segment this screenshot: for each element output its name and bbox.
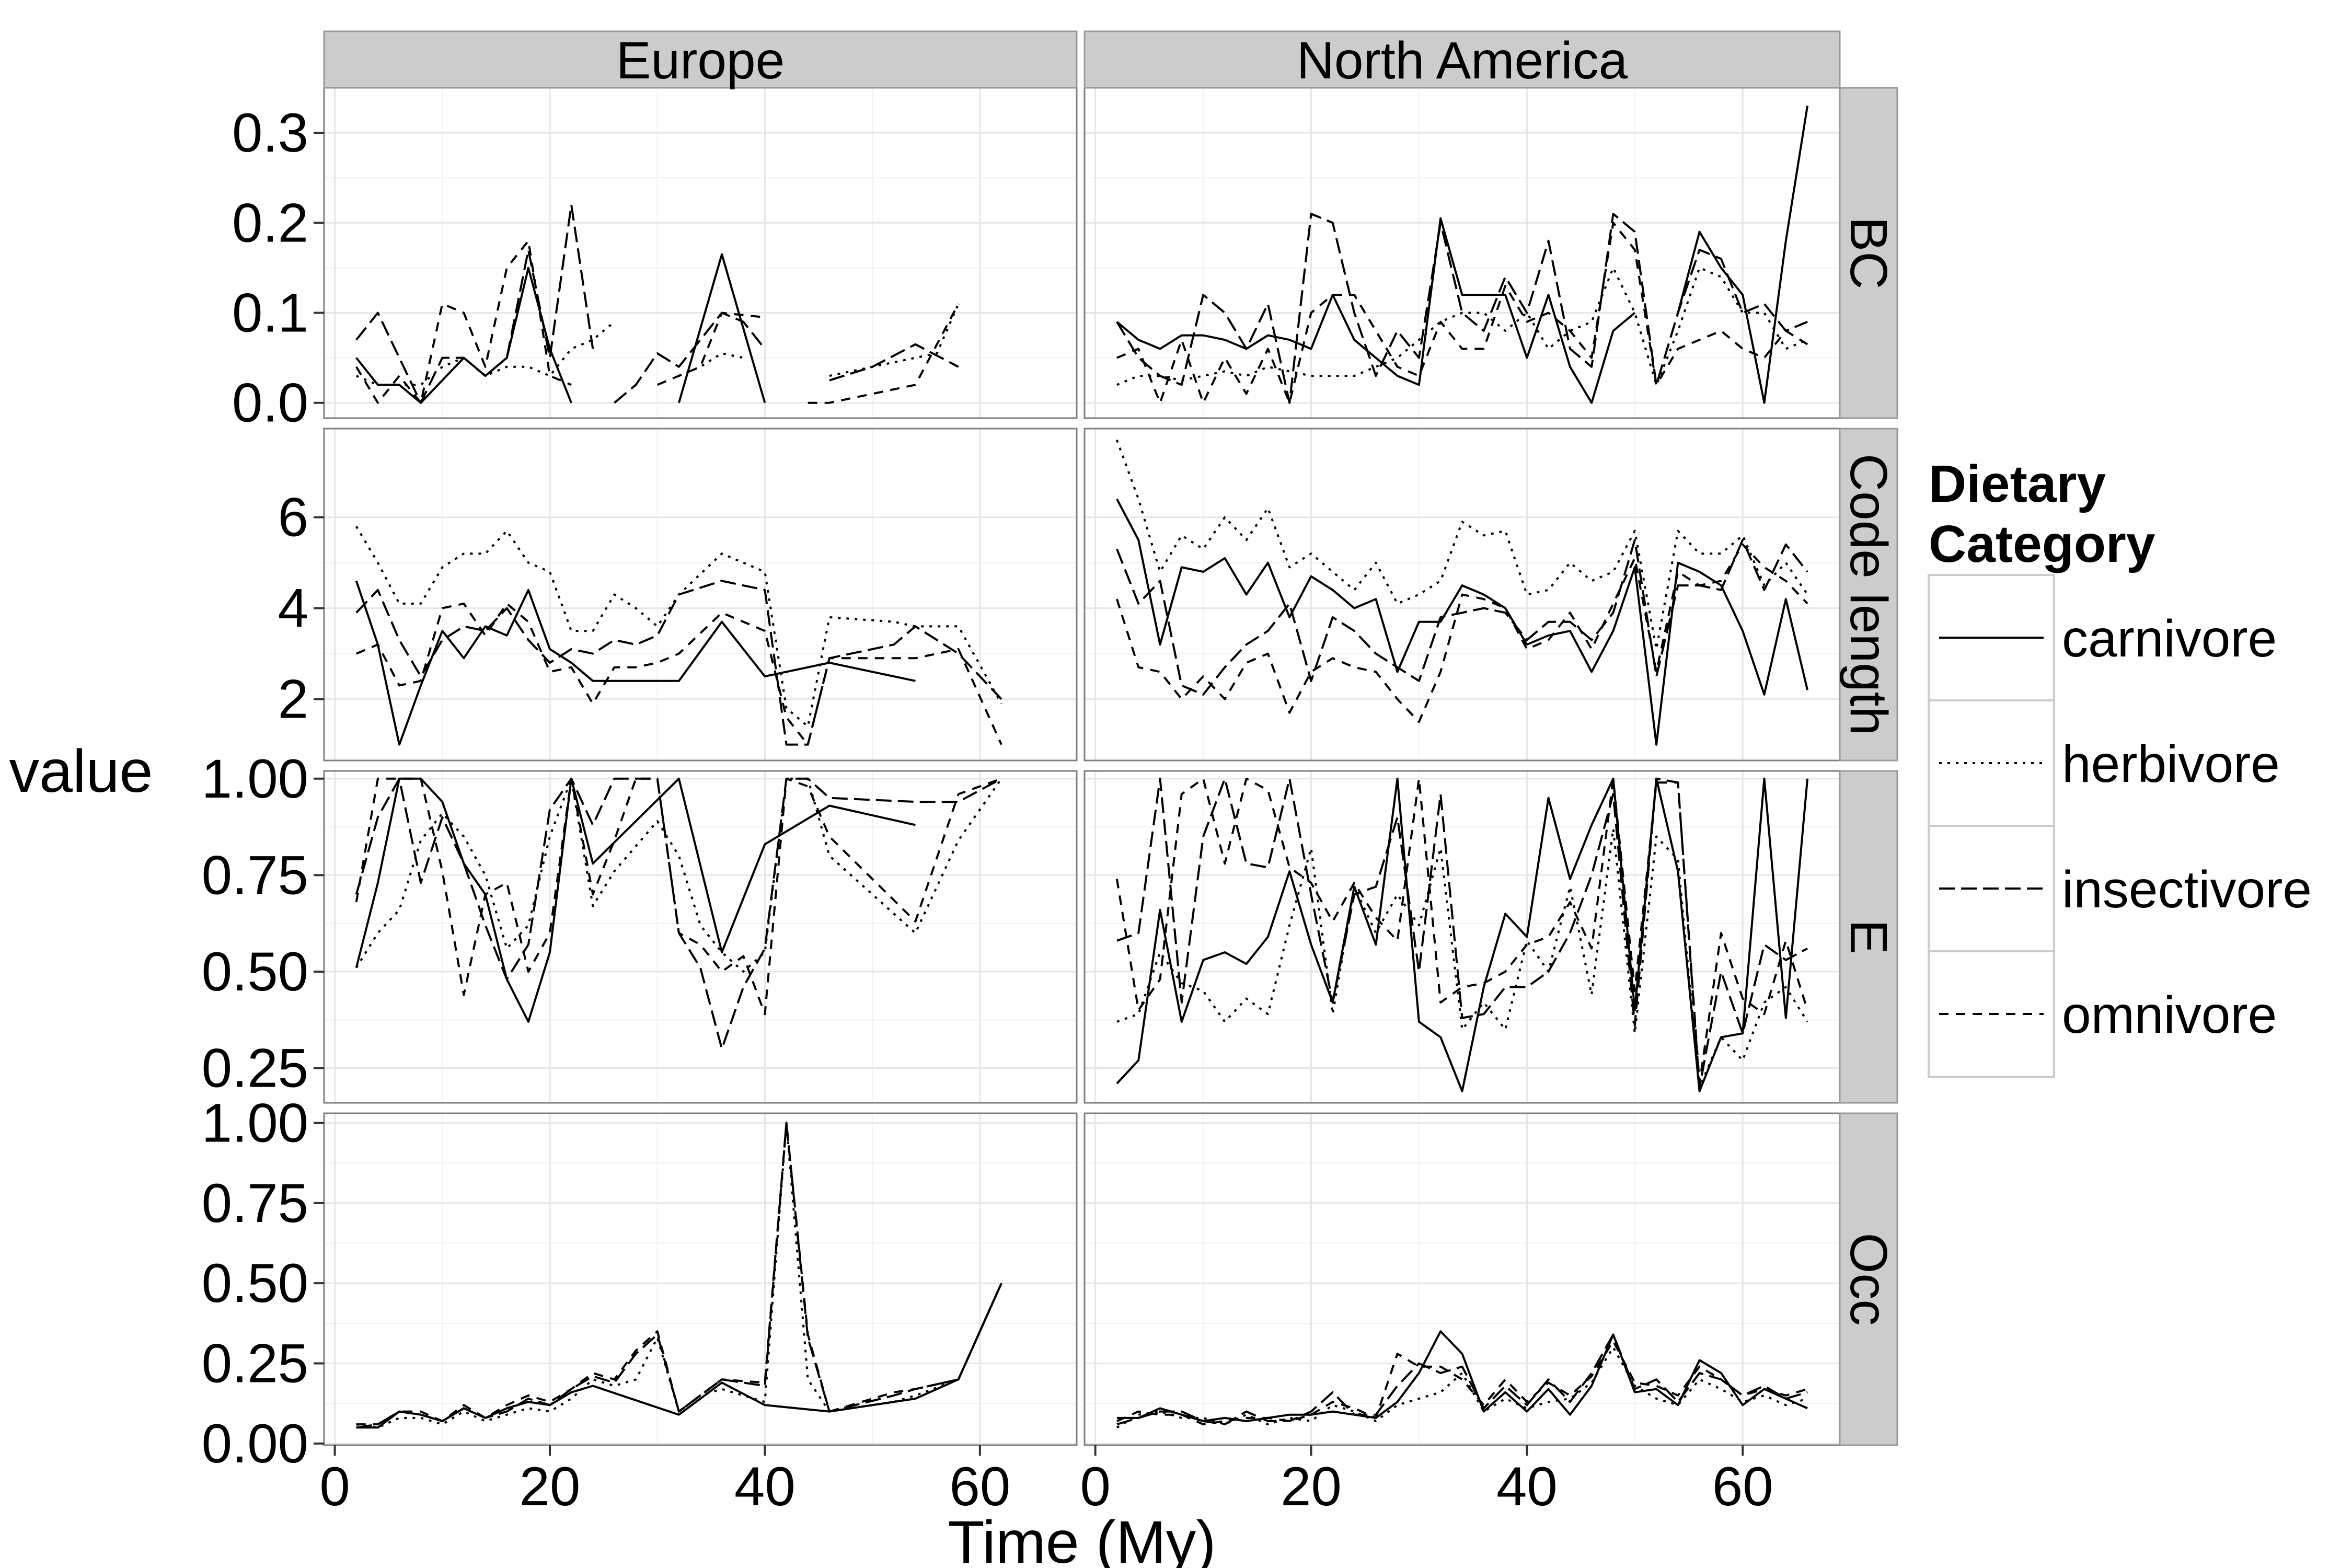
x-tick-label: 20: [1281, 1456, 1342, 1517]
panel-background: [324, 88, 1077, 418]
x-tick-label: 0: [1080, 1456, 1110, 1517]
series-line-herbivore: [355, 525, 1002, 728]
y-tick-label: 0.1: [232, 283, 308, 344]
y-tick-label: 4: [278, 578, 308, 639]
series-line-omnivore: [356, 1122, 1002, 1426]
x-tick-label: 60: [1712, 1456, 1773, 1517]
y-tick-label: 2: [278, 669, 308, 730]
panel-code-length-europe: [323, 428, 1078, 762]
series-line-insectivore: [1116, 777, 1808, 1089]
series-line-omnivore: [1115, 777, 1809, 1085]
legend-label: carnivore: [2062, 609, 2277, 668]
row-strip-code-length: [1839, 428, 1898, 762]
column-strip-europe: [323, 30, 1078, 89]
series-line-omnivore: [355, 239, 960, 404]
series-line-herbivore: [1116, 267, 1808, 386]
y-tick-label: 0.00: [202, 1413, 308, 1474]
panel-border: [323, 1112, 1078, 1446]
row-strip-bc: [1839, 87, 1898, 419]
series-line-carnivore: [1116, 498, 1809, 746]
series-line-omnivore: [1115, 543, 1808, 723]
legend-title: Dietary: [1929, 455, 2106, 513]
panel-background: [324, 1113, 1077, 1445]
series-line-herbivore: [1116, 440, 1808, 650]
column-strip-label: Europe: [616, 31, 785, 90]
panel-border: [323, 428, 1078, 762]
y-tick-label: 0.75: [202, 845, 308, 906]
panel-background: [1085, 88, 1840, 418]
panel-background: [324, 771, 1077, 1103]
panel-occ-north-america: [1083, 1112, 1841, 1446]
legend-title: Category: [1929, 515, 2155, 573]
x-tick-label: 60: [949, 1456, 1010, 1517]
series-line-carnivore: [355, 777, 916, 1023]
panel-e-north-america: [1083, 770, 1841, 1104]
y-tick-label: 0.50: [202, 941, 308, 1002]
panels: [323, 87, 1841, 1446]
row-strip-occ: [1839, 1112, 1898, 1446]
series-line-insectivore: [355, 203, 959, 404]
y-tick-label: 0.0: [232, 373, 308, 434]
row-strip-label: BC: [1839, 217, 1898, 290]
panel-code-length-north-america: [1083, 428, 1841, 762]
y-tick-label: 0.50: [202, 1253, 308, 1314]
series-line-herbivore: [1116, 827, 1808, 1089]
panel-e-europe: [323, 770, 1078, 1104]
series-line-omnivore: [355, 777, 1002, 1016]
panel-background: [1085, 771, 1840, 1103]
series-line-omnivore: [1116, 222, 1808, 404]
facet-strips: BC Europe North America Code length E Occ: [323, 30, 1898, 1446]
row-strip-label: Code length: [1839, 454, 1898, 735]
y-tick-label: 1.00: [202, 748, 308, 810]
series-line-omnivore: [355, 602, 1002, 746]
column-strip-label: North America: [1297, 31, 1628, 90]
series-line-omnivore: [1116, 1340, 1808, 1426]
y-tick-label: 0.25: [202, 1333, 308, 1394]
series-line-herbivore: [355, 303, 960, 386]
y-axis-title: value: [9, 738, 153, 805]
legend-label: insectivore: [2062, 860, 2312, 919]
x-tick-label: 40: [1496, 1456, 1558, 1517]
row-strip-label: Occ: [1839, 1233, 1898, 1326]
series-line-insectivore: [1116, 213, 1808, 404]
y-tick-label: 1.00: [202, 1092, 308, 1154]
legend-label: omnivore: [2062, 986, 2277, 1044]
series-line-insectivore: [1116, 539, 1808, 696]
panel-background: [324, 429, 1077, 760]
series-line-carnivore: [1116, 106, 1809, 404]
panel-bc-north-america: [1083, 87, 1841, 419]
x-tick-label: 20: [520, 1456, 581, 1517]
panel-occ-europe: [323, 1112, 1078, 1446]
panel-border: [323, 770, 1078, 1104]
axes: 0.0 0.1 0.2 0.3 2 4 6 0.25 0.50 0.75 1.00 0.00 0.25 0…: [202, 102, 1773, 1517]
legend-label: herbivore: [2062, 735, 2280, 793]
row-strip-label: E: [1839, 919, 1898, 954]
x-axis-title: Time (My): [948, 1509, 1216, 1568]
series-line-carnivore: [1116, 777, 1809, 1092]
series-line-herbivore: [356, 1122, 1002, 1429]
y-tick-label: 0.25: [202, 1038, 308, 1099]
panel-background: [1085, 1113, 1840, 1445]
y-tick-label: 0.75: [202, 1173, 308, 1234]
x-tick-label: 40: [734, 1456, 795, 1517]
series-line-insectivore: [356, 1122, 1002, 1429]
column-strip-north-america: [1083, 30, 1841, 89]
x-tick-label: 0: [319, 1456, 350, 1517]
y-tick-label: 0.3: [232, 102, 308, 164]
panel-bc-europe: [323, 87, 1078, 419]
row-strip-e: [1839, 770, 1898, 1104]
series-line-insectivore: [355, 777, 1002, 1050]
y-tick-label: 6: [278, 487, 308, 548]
y-tick-label: 0.2: [232, 192, 308, 253]
